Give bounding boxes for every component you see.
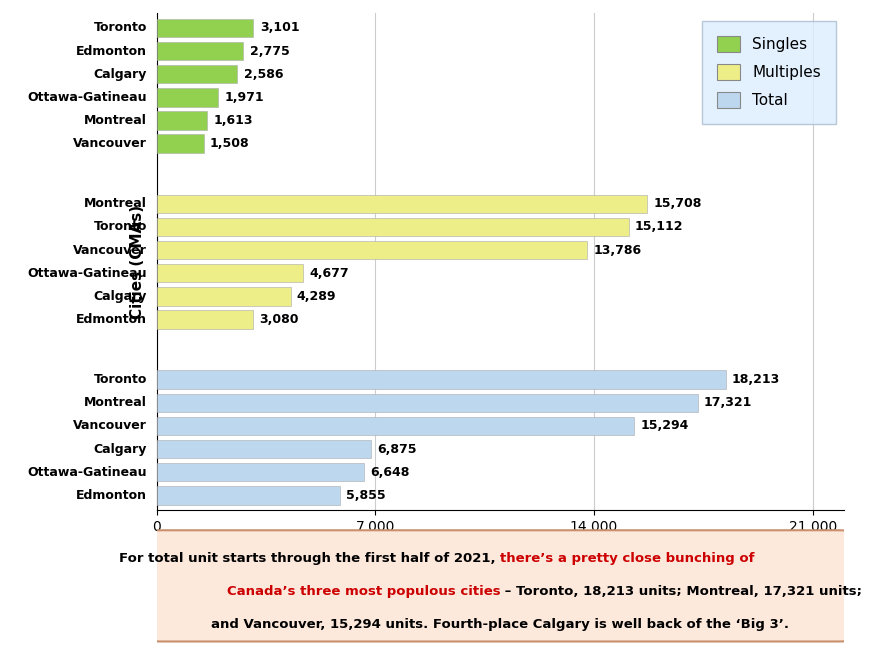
Bar — [156, 18, 253, 37]
Text: 1,971: 1,971 — [224, 91, 264, 104]
Text: Canada’s three most populous cities: Canada’s three most populous cities — [226, 585, 500, 599]
Bar — [156, 440, 371, 459]
Text: Toronto: Toronto — [94, 373, 147, 386]
Text: Ottawa-Gatineau: Ottawa-Gatineau — [28, 91, 147, 104]
Bar — [156, 111, 207, 129]
Bar — [156, 217, 628, 236]
Text: Edmonton: Edmonton — [76, 313, 147, 326]
Text: 3,101: 3,101 — [260, 22, 299, 34]
Text: 18,213: 18,213 — [731, 373, 779, 386]
Bar — [156, 486, 339, 505]
Bar — [156, 65, 237, 83]
Y-axis label: Cities (CMAs): Cities (CMAs) — [130, 204, 145, 319]
Text: 1,508: 1,508 — [209, 137, 249, 150]
Bar — [156, 88, 218, 106]
Text: 4,677: 4,677 — [308, 267, 348, 280]
Bar — [156, 264, 302, 283]
Text: Ottawa-Gatineau: Ottawa-Gatineau — [28, 267, 147, 280]
Bar — [156, 135, 203, 153]
Text: – Toronto, 18,213 units; Montreal, 17,321 units;: – Toronto, 18,213 units; Montreal, 17,32… — [500, 585, 861, 599]
Bar — [156, 310, 253, 328]
Text: Toronto: Toronto — [94, 22, 147, 34]
Text: Montreal: Montreal — [84, 396, 147, 409]
Bar — [156, 287, 290, 306]
Text: 13,786: 13,786 — [593, 244, 641, 257]
Text: 5,855: 5,855 — [345, 489, 385, 502]
Text: 15,112: 15,112 — [634, 221, 683, 233]
Text: Calgary: Calgary — [94, 290, 147, 303]
Text: and Vancouver, 15,294 units. Fourth-place Calgary is well back of the ‘Big 3’.: and Vancouver, 15,294 units. Fourth-plac… — [211, 618, 788, 631]
Text: 4,289: 4,289 — [296, 290, 336, 303]
Bar — [156, 394, 697, 412]
Text: 2,775: 2,775 — [249, 45, 289, 58]
Text: Montreal: Montreal — [84, 197, 147, 210]
Bar — [156, 241, 587, 260]
Text: For total unit starts through the first half of 2021,: For total unit starts through the first … — [119, 552, 500, 565]
Text: Toronto: Toronto — [94, 221, 147, 233]
Text: Calgary: Calgary — [94, 68, 147, 81]
Text: 6,875: 6,875 — [377, 443, 416, 455]
Text: Edmonton: Edmonton — [76, 489, 147, 502]
Text: 1,613: 1,613 — [213, 114, 253, 127]
Text: Vancouver: Vancouver — [73, 419, 147, 432]
Text: Edmonton: Edmonton — [76, 45, 147, 58]
Text: there’s a pretty close bunching of: there’s a pretty close bunching of — [500, 552, 754, 565]
Text: 15,294: 15,294 — [640, 419, 688, 432]
Text: Calgary: Calgary — [94, 443, 147, 455]
X-axis label: Number of Units: Number of Units — [429, 542, 570, 557]
Text: 15,708: 15,708 — [653, 197, 701, 210]
Bar — [156, 42, 243, 60]
Legend: Singles, Multiples, Total: Singles, Multiples, Total — [701, 21, 835, 124]
Text: 6,648: 6,648 — [370, 466, 409, 479]
Bar — [156, 194, 647, 213]
Text: Ottawa-Gatineau: Ottawa-Gatineau — [28, 466, 147, 479]
Text: 2,586: 2,586 — [243, 68, 282, 81]
Text: 17,321: 17,321 — [703, 396, 752, 409]
Bar — [156, 417, 634, 435]
Text: Vancouver: Vancouver — [73, 244, 147, 257]
FancyBboxPatch shape — [143, 530, 857, 641]
Bar — [156, 371, 725, 389]
Bar — [156, 463, 364, 482]
Text: Vancouver: Vancouver — [73, 137, 147, 150]
Text: 3,080: 3,080 — [259, 313, 298, 326]
Text: Montreal: Montreal — [84, 114, 147, 127]
